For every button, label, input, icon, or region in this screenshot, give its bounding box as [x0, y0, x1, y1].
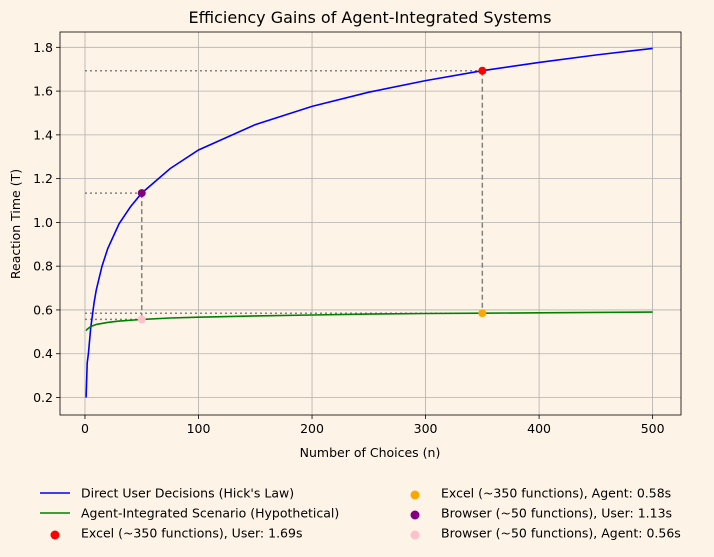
legend-label: Excel (~350 functions), Agent: 0.58s [441, 486, 671, 501]
legend-label: Direct User Decisions (Hick's Law) [81, 486, 294, 501]
y-axis-label: Reaction Time (T) [8, 169, 23, 279]
y-tick-label: 1.0 [33, 215, 53, 230]
y-tick-label: 0.8 [33, 259, 53, 274]
legend-point-swatch [410, 490, 420, 500]
x-tick-label: 0 [81, 421, 89, 436]
x-tick-label: 100 [187, 421, 211, 436]
data-point-2 [478, 309, 487, 318]
legend-label: Excel (~350 functions), User: 1.69s [81, 526, 302, 541]
legend-label: Browser (~50 functions), User: 1.13s [441, 506, 672, 521]
y-tick-label: 1.4 [33, 127, 53, 142]
legend: Direct User Decisions (Hick's Law) Agent-… [40, 486, 681, 541]
x-axis-label: Number of Choices (n) [300, 445, 441, 460]
legend-point-swatch [410, 510, 420, 520]
data-point-1 [478, 66, 487, 75]
series-line-2 [85, 311, 653, 332]
y-tick-label: 1.2 [33, 171, 53, 186]
chart-title: Efficiency Gains of Agent-Integrated Sys… [189, 8, 552, 27]
x-tick-label: 200 [300, 421, 324, 436]
plot-area: 0 100 200 300 400 500 0.2 0.4 0.6 0.8 1.0 1.2 1.4 1.6… [33, 31, 682, 436]
y-tick-label: 1.8 [33, 40, 53, 55]
x-tick-label: 400 [527, 421, 551, 436]
legend-point-swatch [50, 530, 60, 540]
axes-frame [59, 31, 682, 416]
y-tick-label: 1.6 [33, 84, 53, 99]
legend-label: Agent-Integrated Scenario (Hypothetical) [81, 506, 339, 521]
x-tick-label: 300 [414, 421, 438, 436]
x-tick-label: 500 [641, 421, 665, 436]
legend-label: Browser (~50 functions), Agent: 0.56s [441, 526, 681, 541]
data-point-4 [137, 315, 146, 324]
legend-point-swatch [410, 530, 420, 540]
y-tick-label: 0.6 [33, 302, 53, 317]
plot-background [60, 32, 681, 415]
data-point-3 [137, 189, 146, 198]
y-tick-label: 0.4 [33, 346, 53, 361]
y-tick-label: 0.2 [33, 390, 53, 405]
